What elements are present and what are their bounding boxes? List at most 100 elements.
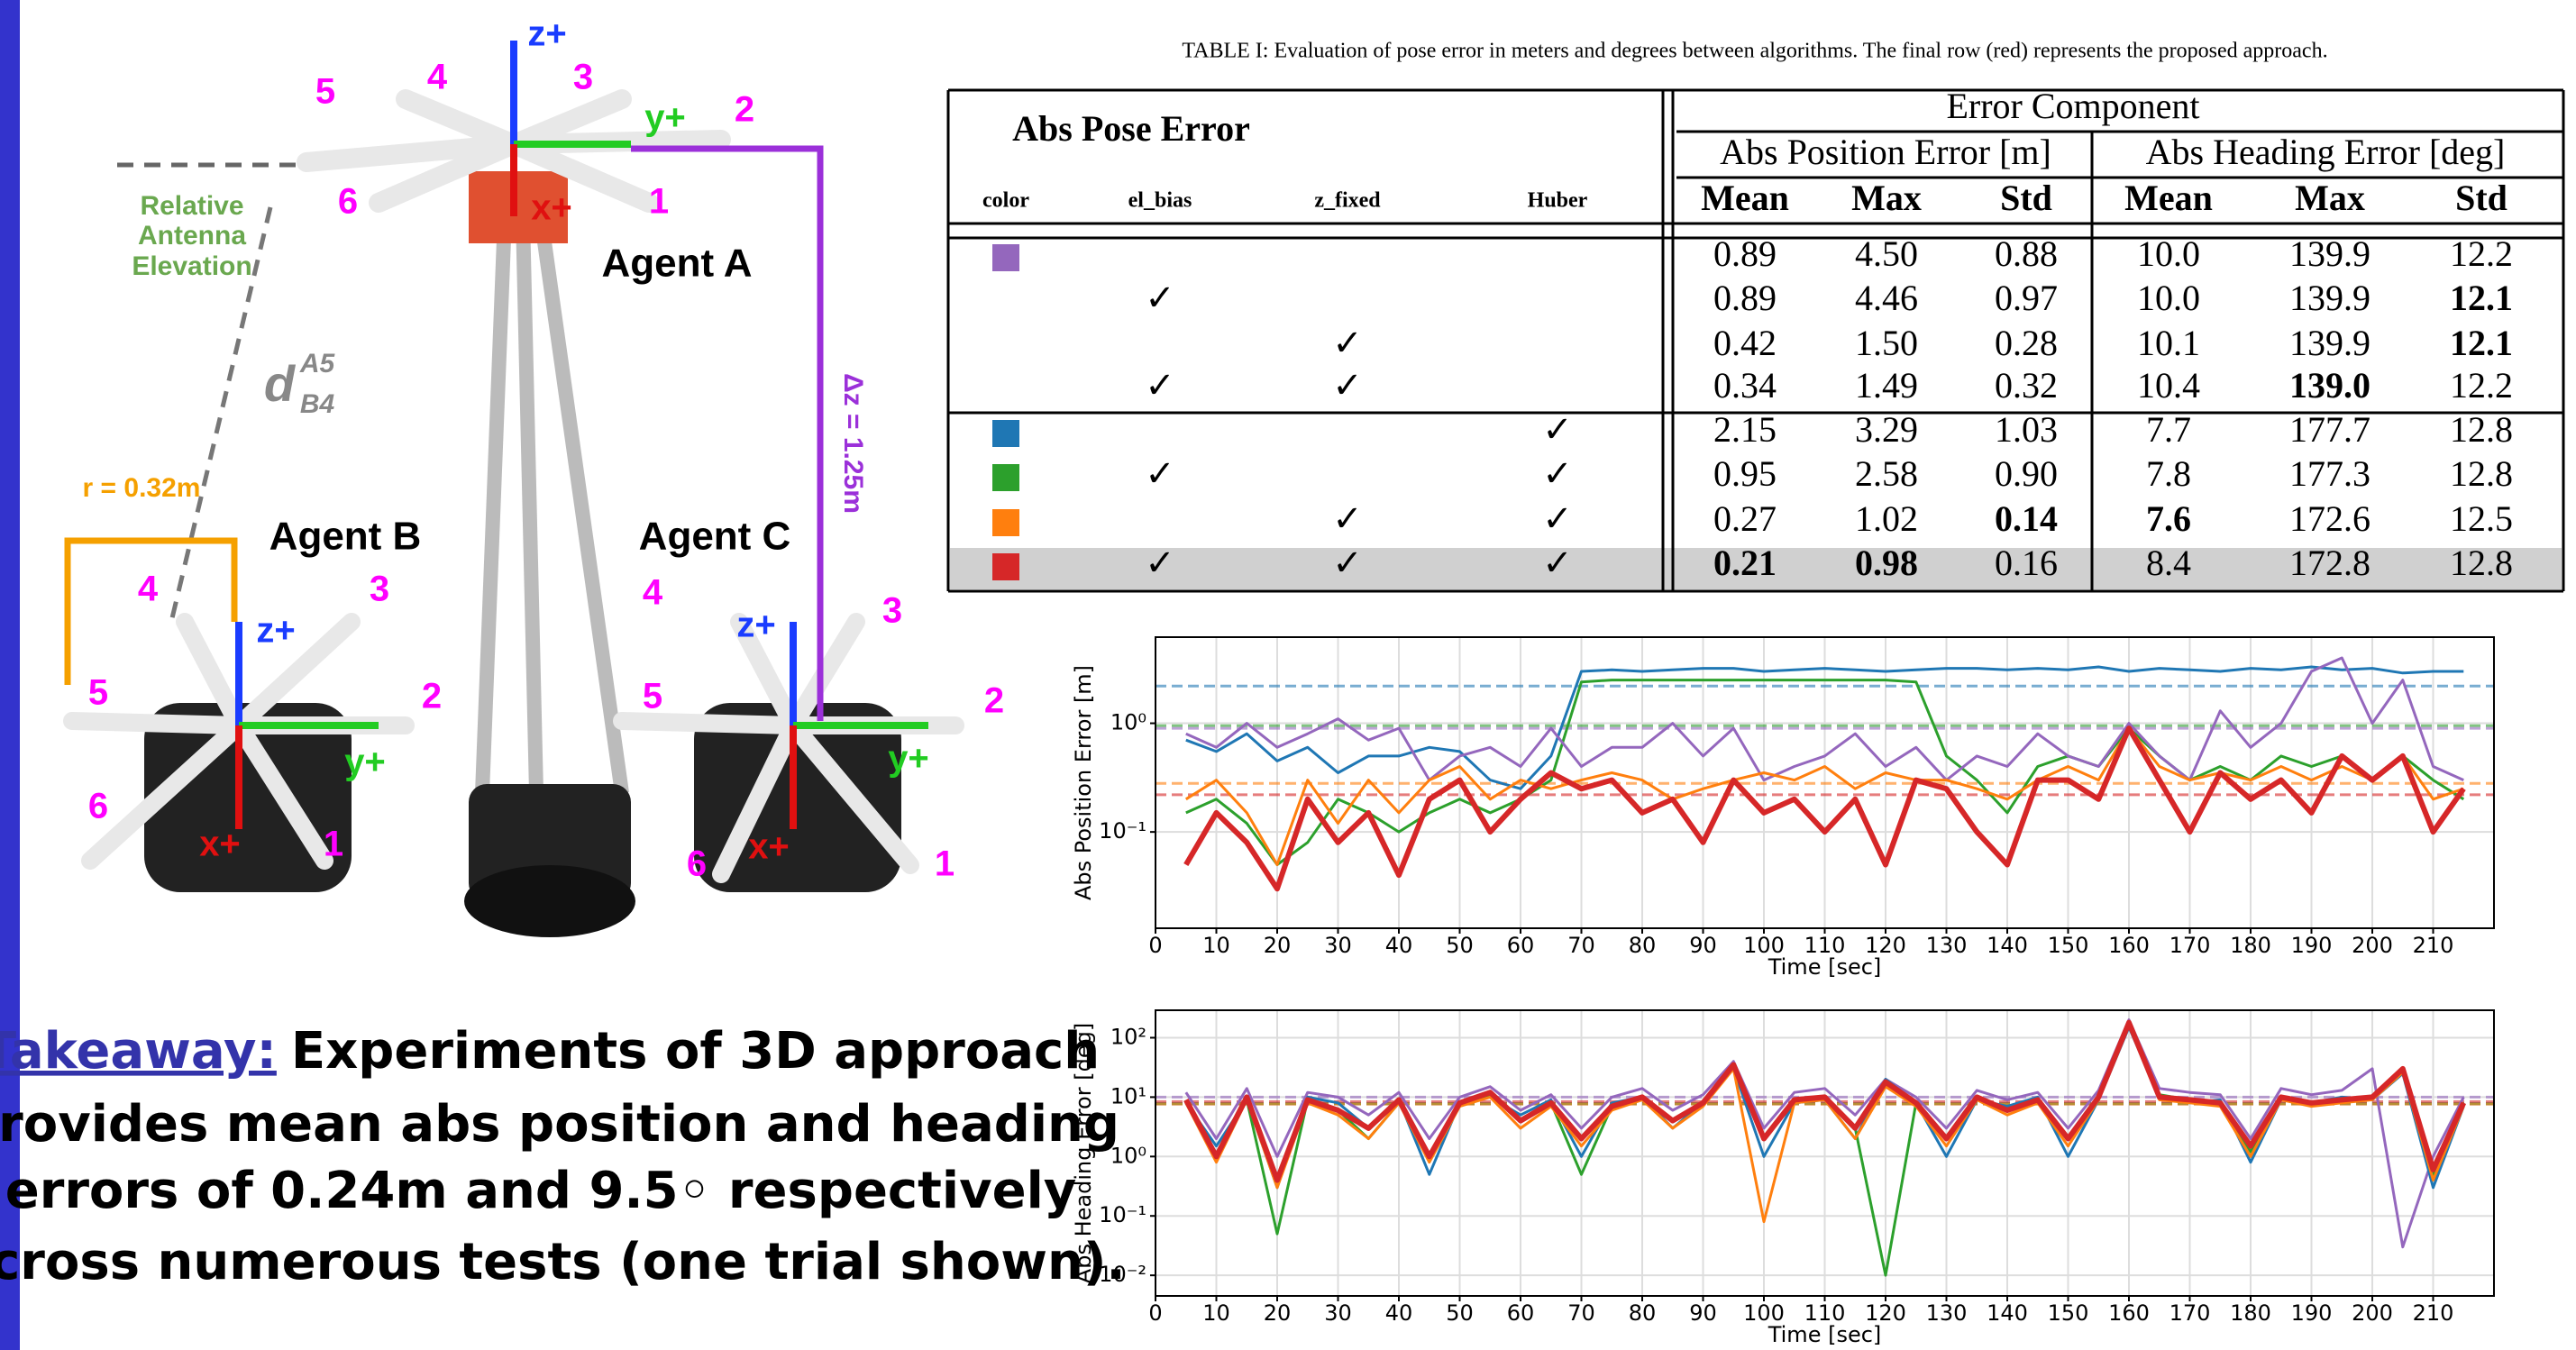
column-header: Std [2455,178,2507,218]
cell: 8.4 [2146,543,2191,583]
color-swatch [992,244,1019,271]
x-tick-label: 50 [1446,1300,1474,1326]
column-header: z_fixed [1314,189,1381,213]
x-tick-label: 80 [1629,933,1657,958]
y-axis-title: Abs Position Error [m] [1071,665,1096,900]
x-tick-label: 0 [1148,933,1162,958]
cell: 10.0 [2137,233,2200,274]
cell: 7.8 [2146,453,2191,494]
antenna-label: 4 [643,573,663,613]
x-tick-label: 50 [1446,933,1474,958]
x-tick-label: 80 [1629,1300,1657,1326]
takeaway-label: Takeaway: [0,1022,277,1081]
check: ✓ [1145,453,1175,494]
cell: 2.58 [1855,453,1918,494]
cell: 139.0 [2289,365,2370,406]
axis-label: z+ [256,611,295,651]
x-tick-label: 130 [1926,1300,1968,1326]
x-tick-label: 90 [1689,1300,1717,1326]
column-header: Max [2295,178,2365,218]
takeaway-line: Takeaway:Experiments of 3D approach [0,1022,1100,1081]
distance-subscript: B4 [300,389,335,419]
table: TABLE I: Evaluation of pose error in met… [948,40,2563,592]
cell: 2.15 [1713,409,1777,450]
cell: 12.5 [2450,498,2513,539]
x-tick-label: 190 [2291,1300,2333,1326]
check: ✓ [1542,498,1573,539]
x-tick-label: 150 [2048,1300,2089,1326]
table-subgroup: Abs Position Error [m] [1720,132,2051,172]
y-tick-label: 10⁻¹ [1099,818,1146,844]
cell: 10.4 [2137,365,2200,406]
x-tick-label: 160 [2108,933,2150,958]
column-header: Huber [1528,189,1588,213]
x-tick-label: 70 [1567,933,1595,958]
check: ✓ [1145,543,1175,583]
takeaway-line: errors of 0.24m and 9.5◦ respectively [5,1162,1077,1220]
x-tick-label: 20 [1264,1300,1292,1326]
cell: 12.8 [2450,453,2513,494]
takeaway-line: across numerous tests (one trial shown). [0,1233,1126,1291]
x-tick-label: 10 [1202,1300,1230,1326]
x-axis-title: Time [sec] [1768,1322,1882,1347]
cell: 139.9 [2289,233,2370,274]
x-tick-label: 60 [1507,1300,1535,1326]
takeaway: Takeaway:Experiments of 3D approach prov… [0,1022,1126,1291]
cell: 139.9 [2289,323,2370,363]
cell: 10.1 [2137,323,2200,363]
column-header: Mean [1701,178,1789,218]
cell: 10.0 [2137,278,2200,318]
x-tick-label: 170 [2170,1300,2211,1326]
x-tick-label: 40 [1385,933,1413,958]
cell: 177.7 [2289,409,2370,450]
y-tick-label: 10⁰ [1110,1143,1146,1168]
slide: 5 4 z+ 3 y+ 2 6 x+ 1 Agent A Δz = 1.25m … [0,0,2576,1350]
y-tick-label: 10⁻¹ [1099,1202,1146,1227]
cell: 0.27 [1713,498,1777,539]
check: ✓ [1332,365,1363,406]
cell: 0.16 [1995,543,2058,583]
x-tick-label: 60 [1507,933,1535,958]
y-tick-label: 10¹ [1110,1083,1146,1108]
cell: 0.42 [1713,323,1777,363]
column-header: Std [2000,178,2052,218]
elevation-label: Elevation [132,251,251,281]
distance-symbol: d [264,355,297,412]
antenna-label: 4 [427,58,448,97]
axis-label: x+ [199,825,241,864]
r-label: r = 0.32m [83,473,201,503]
axis-label: x+ [531,188,572,228]
check: ✓ [1332,543,1363,583]
axis-label: y+ [644,98,686,138]
cell: 12.1 [2450,323,2513,363]
cell: 12.2 [2450,233,2513,274]
cell: 0.28 [1995,323,2058,363]
cell: 0.97 [1995,278,2058,318]
antenna-label: 1 [324,825,343,864]
antenna-label: 3 [882,591,902,631]
antenna-label: 2 [422,677,442,716]
color-swatch [992,509,1019,536]
color-swatch [992,553,1019,580]
axis-label: x+ [748,827,790,867]
dz-label: Δz = 1.25m [838,373,868,514]
cell: 1.02 [1855,498,1918,539]
cell: 0.95 [1713,453,1777,494]
cell: 0.32 [1995,365,2058,406]
cell: 1.49 [1855,365,1918,406]
cell: 3.29 [1855,409,1918,450]
x-tick-label: 70 [1567,1300,1595,1326]
x-tick-label: 30 [1324,933,1352,958]
antenna-label: 5 [643,677,662,716]
x-tick-label: 180 [2230,933,2271,958]
antenna-label: 1 [935,844,955,884]
column-header: Mean [2124,178,2213,218]
x-tick-label: 200 [2352,1300,2393,1326]
x-tick-label: 190 [2291,933,2333,958]
x-tick-label: 10 [1202,933,1230,958]
cell: 0.98 [1855,543,1918,583]
antenna-label: 4 [138,570,159,609]
column-header: Max [1851,178,1922,218]
agent-label: Agent B [269,515,422,559]
robot-figure: 5 4 z+ 3 y+ 2 6 x+ 1 Agent A Δz = 1.25m … [68,14,1004,937]
